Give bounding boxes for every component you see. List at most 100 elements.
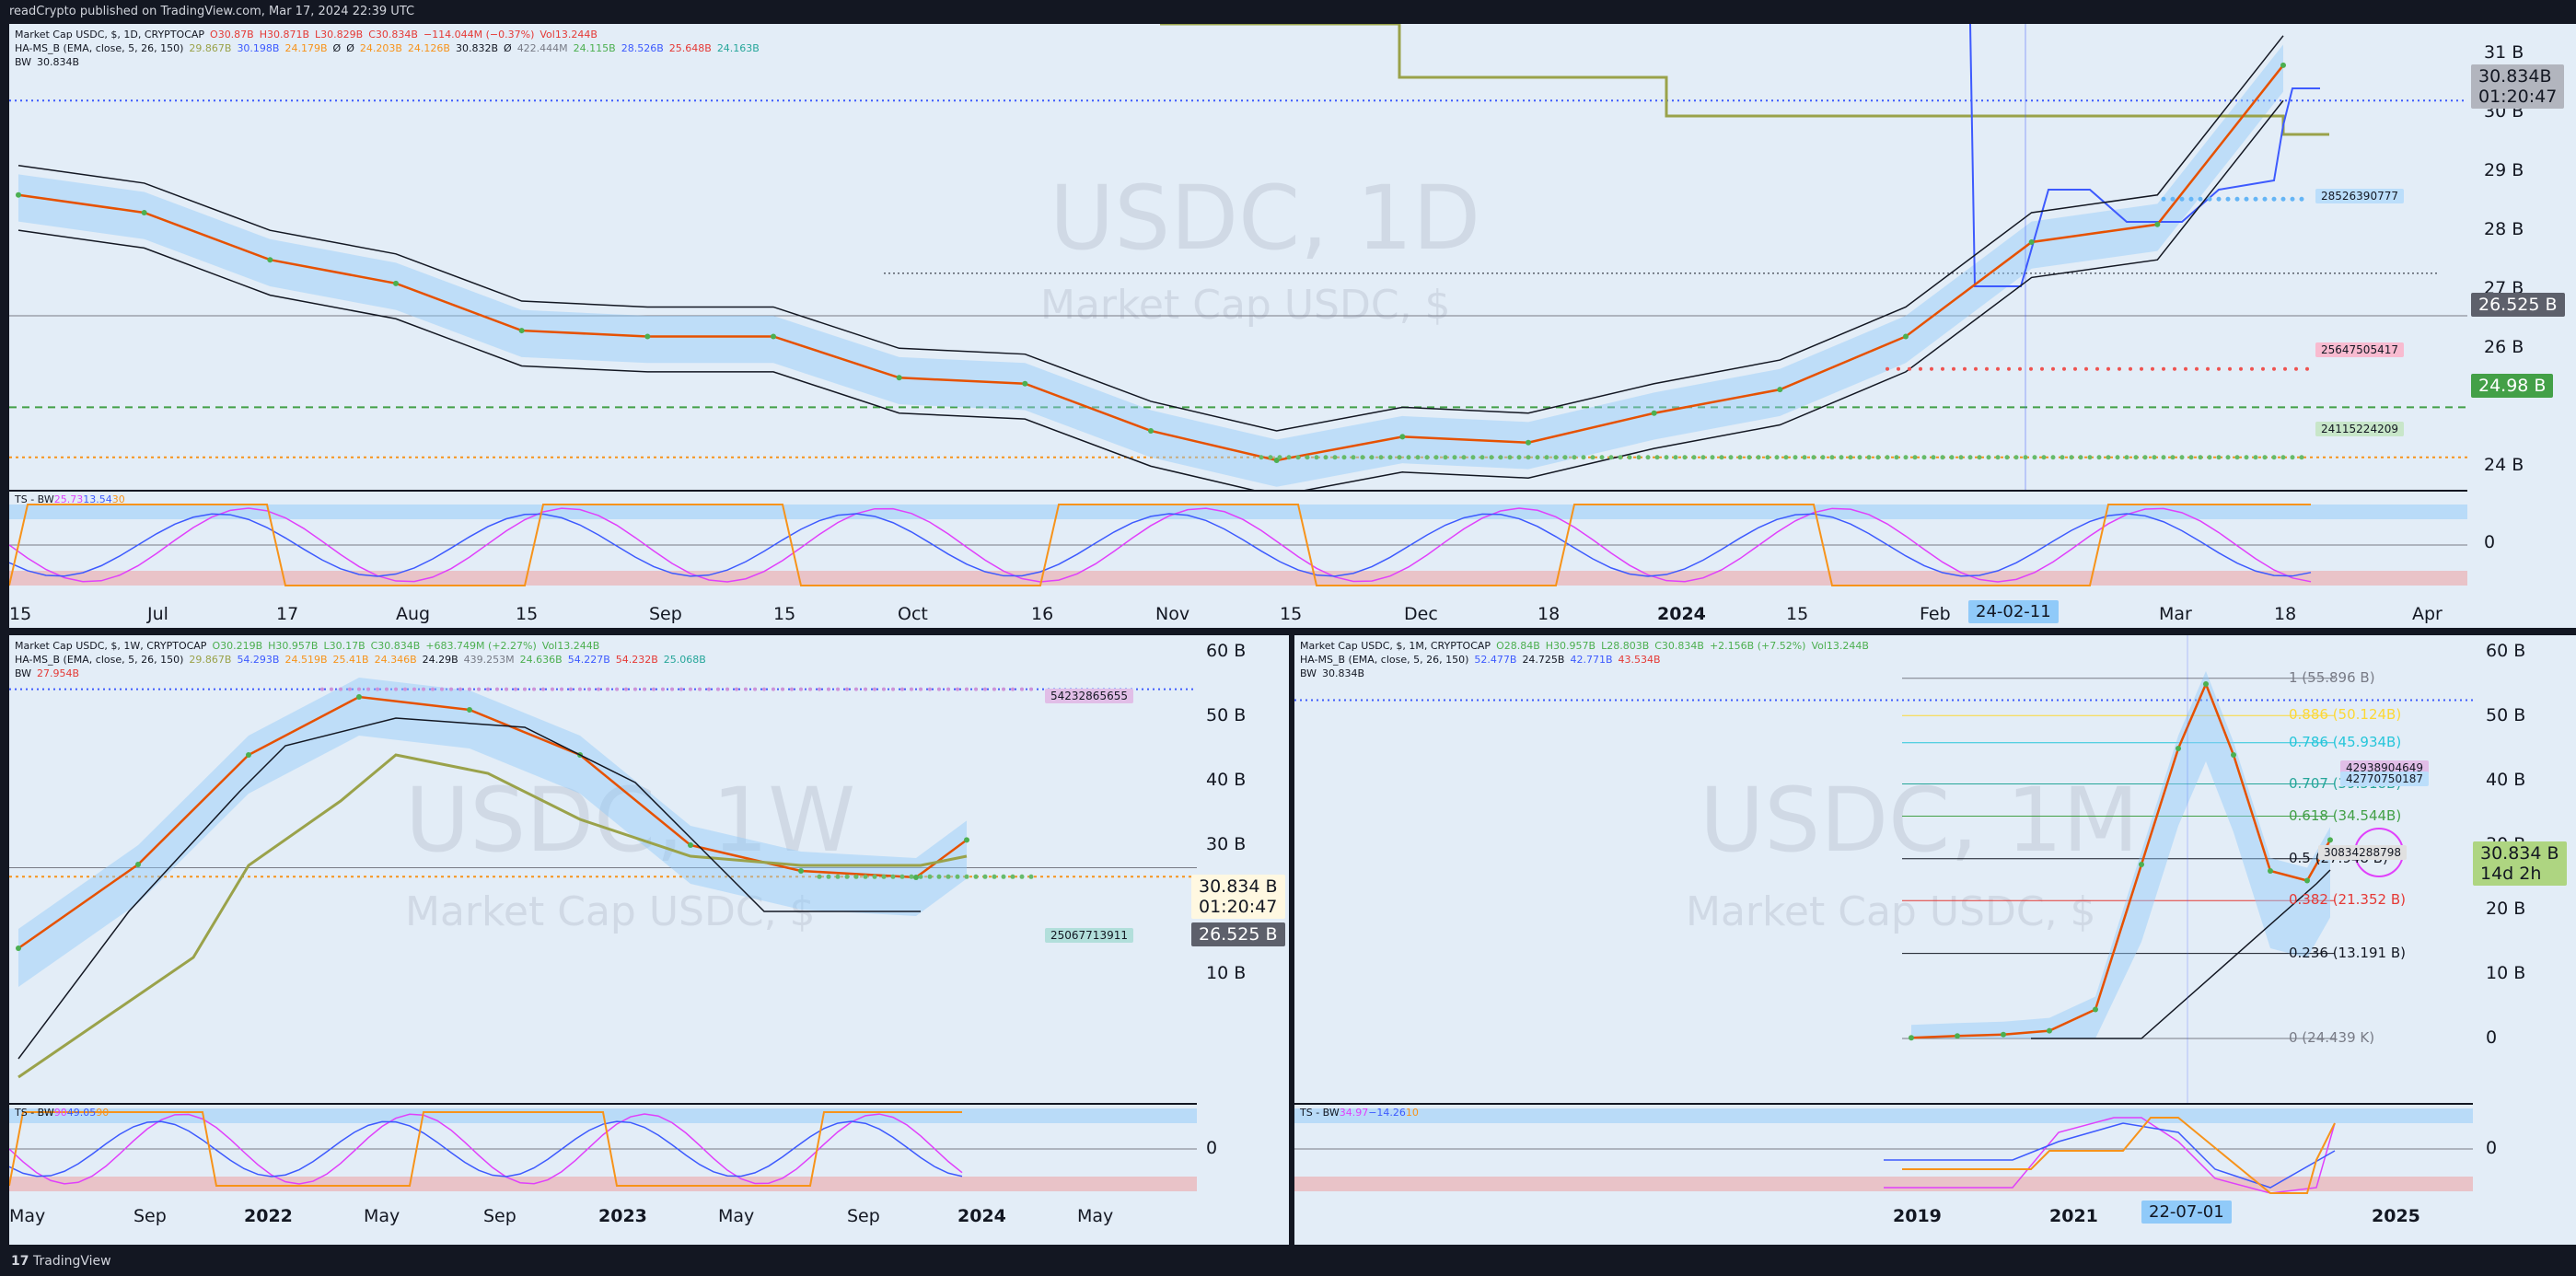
support-dot — [1682, 455, 1688, 460]
support-dot — [2239, 366, 2243, 371]
support-dot — [1535, 455, 1540, 460]
weekly-chart-pane[interactable]: USDC, 1W Market Cap USDC, $ Market Cap U… — [9, 635, 1197, 1103]
indicator-item: Ø — [504, 42, 512, 54]
indicator-item: 25.648B — [668, 42, 712, 54]
indicator-item: 24.115B — [573, 42, 616, 54]
weekly-osc-zero: 0 — [1206, 1138, 1218, 1158]
price-point — [1273, 457, 1280, 463]
daily-price-axis[interactable]: 31 B 30 B 29 B 28 B 27 B 26 B 24 B 0 30.834B 01… — [2467, 24, 2576, 628]
support-dot — [1470, 455, 1476, 460]
indicator-item: Ø — [346, 42, 354, 54]
y-tick-label: 26 B — [2484, 337, 2524, 358]
daily-time-axis[interactable]: 15 Jul 17 Aug 15 Sep 15 Oct 16 Nov 15 Dec 18 2024 15 Fe… — [9, 600, 2477, 628]
legend-item: O30.87B — [210, 29, 254, 41]
x-tick-label: 2023 — [598, 1206, 647, 1226]
support-dot — [1958, 455, 1964, 460]
support-dot — [2095, 366, 2099, 371]
monthly-time-axis[interactable]: 201920213202522-07-01 — [1294, 1197, 2576, 1245]
price-point — [1148, 427, 1154, 434]
support-dot — [2271, 455, 2277, 460]
support-dot — [366, 687, 370, 691]
fib-label: 0.236 (13.191 B) — [2289, 944, 2406, 961]
support-dot — [1710, 455, 1715, 460]
x-tick-label: 15 — [9, 604, 32, 624]
y-tick-label: 31 B — [2484, 42, 2524, 64]
daily-price-plot[interactable] — [9, 24, 2467, 490]
price-point — [964, 837, 969, 843]
support-dot — [946, 874, 951, 879]
price-point — [1651, 410, 1657, 416]
weekly-time-axis[interactable]: May Sep 2022 May Sep 2023 May Sep 2024 May — [9, 1197, 1289, 1245]
legend-item: +683.749M (+2.27%) — [425, 640, 537, 652]
daily-oscillator-pane[interactable]: TS - BW25.7313.5430 — [9, 492, 2467, 600]
osc-item: 13.54 — [83, 493, 112, 505]
support-dot — [1967, 455, 1973, 460]
osc-item: TS - BW — [15, 493, 54, 505]
x-tick-label: 15 — [773, 604, 796, 624]
tradingview-logo-icon[interactable]: 17 — [11, 1254, 29, 1269]
support-dot — [1019, 874, 1025, 879]
legend-item: L30.17B — [323, 640, 366, 652]
support-dot — [1277, 455, 1282, 460]
support-dot — [2050, 455, 2056, 460]
support-dot — [1737, 455, 1743, 460]
monthly-oscillator-pane[interactable]: TS - BW34.97−14.2610 — [1294, 1105, 2473, 1197]
support-dot — [1424, 455, 1430, 460]
support-dot — [2217, 366, 2221, 371]
support-dot — [2040, 366, 2044, 371]
support-dot — [881, 874, 887, 879]
indicator-item: 24.725B — [1522, 654, 1565, 666]
support-dot — [523, 687, 527, 691]
osc-line — [9, 504, 2311, 586]
indicator-item: 25.068B — [663, 654, 706, 666]
support-dot — [2198, 455, 2203, 460]
price-point — [896, 375, 902, 381]
pane-separator-h[interactable] — [0, 628, 2576, 635]
weekly-price-axis[interactable]: 60 B50 B40 B30 B20 B10 B 0 30.834 B01:20… — [1191, 635, 1289, 1197]
osc-band-bottom — [9, 1177, 1197, 1191]
y-tick-label: 30 B — [1206, 834, 1247, 854]
monthly-price-axis[interactable]: 60 B50 B40 B30 B20 B10 B0 0 30.834 B14d … — [2473, 635, 2576, 1197]
tag-25647: 25647505417 — [2315, 342, 2404, 357]
monthly-chart-pane[interactable]: USDC, 1M Market Cap USDC, $ Market Cap U… — [1294, 635, 2473, 1103]
support-dot — [615, 687, 619, 691]
x-cursor-label: 22-07-01 — [2141, 1201, 2232, 1224]
support-dot — [1461, 455, 1467, 460]
fib-label: 0.886 (50.124B) — [2289, 706, 2402, 724]
support-dot — [827, 687, 830, 691]
support-dot — [2262, 196, 2268, 202]
price-point — [1955, 1033, 1960, 1039]
x-cursor-label: 24-02-11 — [1968, 600, 2059, 623]
support-dot — [2299, 455, 2304, 460]
price-point — [644, 333, 651, 340]
support-dot — [1940, 455, 1945, 460]
monthly-osc-zero: 0 — [2486, 1138, 2498, 1158]
x-tick-label: 2024 — [957, 1206, 1006, 1226]
support-dot — [1908, 366, 1911, 371]
support-dot — [1897, 366, 1900, 371]
support-dot — [781, 687, 784, 691]
support-dot — [1931, 455, 1936, 460]
support-dot — [2283, 366, 2287, 371]
blue-line — [1969, 24, 2320, 287]
support-dot — [835, 874, 841, 879]
indicator-item: 42.771B — [1570, 654, 1613, 666]
fib-label: 0 (24.439 K) — [2289, 1029, 2375, 1046]
fib-label: 0.382 (21.352 B) — [2289, 891, 2406, 909]
support-dot — [348, 687, 352, 691]
x-tick-label: May — [718, 1206, 755, 1226]
legend-item: H30.871B — [259, 29, 310, 41]
support-dot — [735, 687, 738, 691]
weekly-oscillator-pane[interactable]: TS - BW9049.0590 — [9, 1105, 1197, 1197]
support-dot — [1314, 455, 1319, 460]
support-dot — [2250, 366, 2254, 371]
support-dot — [1765, 455, 1770, 460]
weekly-price-plot[interactable] — [9, 635, 1197, 1103]
tag-54232: 54232865655 — [1045, 689, 1133, 703]
support-dot — [1848, 455, 1853, 460]
pane-separator[interactable] — [1290, 628, 1294, 1248]
daily-chart-pane[interactable]: USDC, 1D Market Cap USDC, $ Market Cap U… — [9, 24, 2467, 490]
tradingview-brand[interactable]: TradingView — [33, 1254, 111, 1269]
monthly-price-plot[interactable] — [1294, 635, 2473, 1103]
support-dot — [1921, 455, 1927, 460]
